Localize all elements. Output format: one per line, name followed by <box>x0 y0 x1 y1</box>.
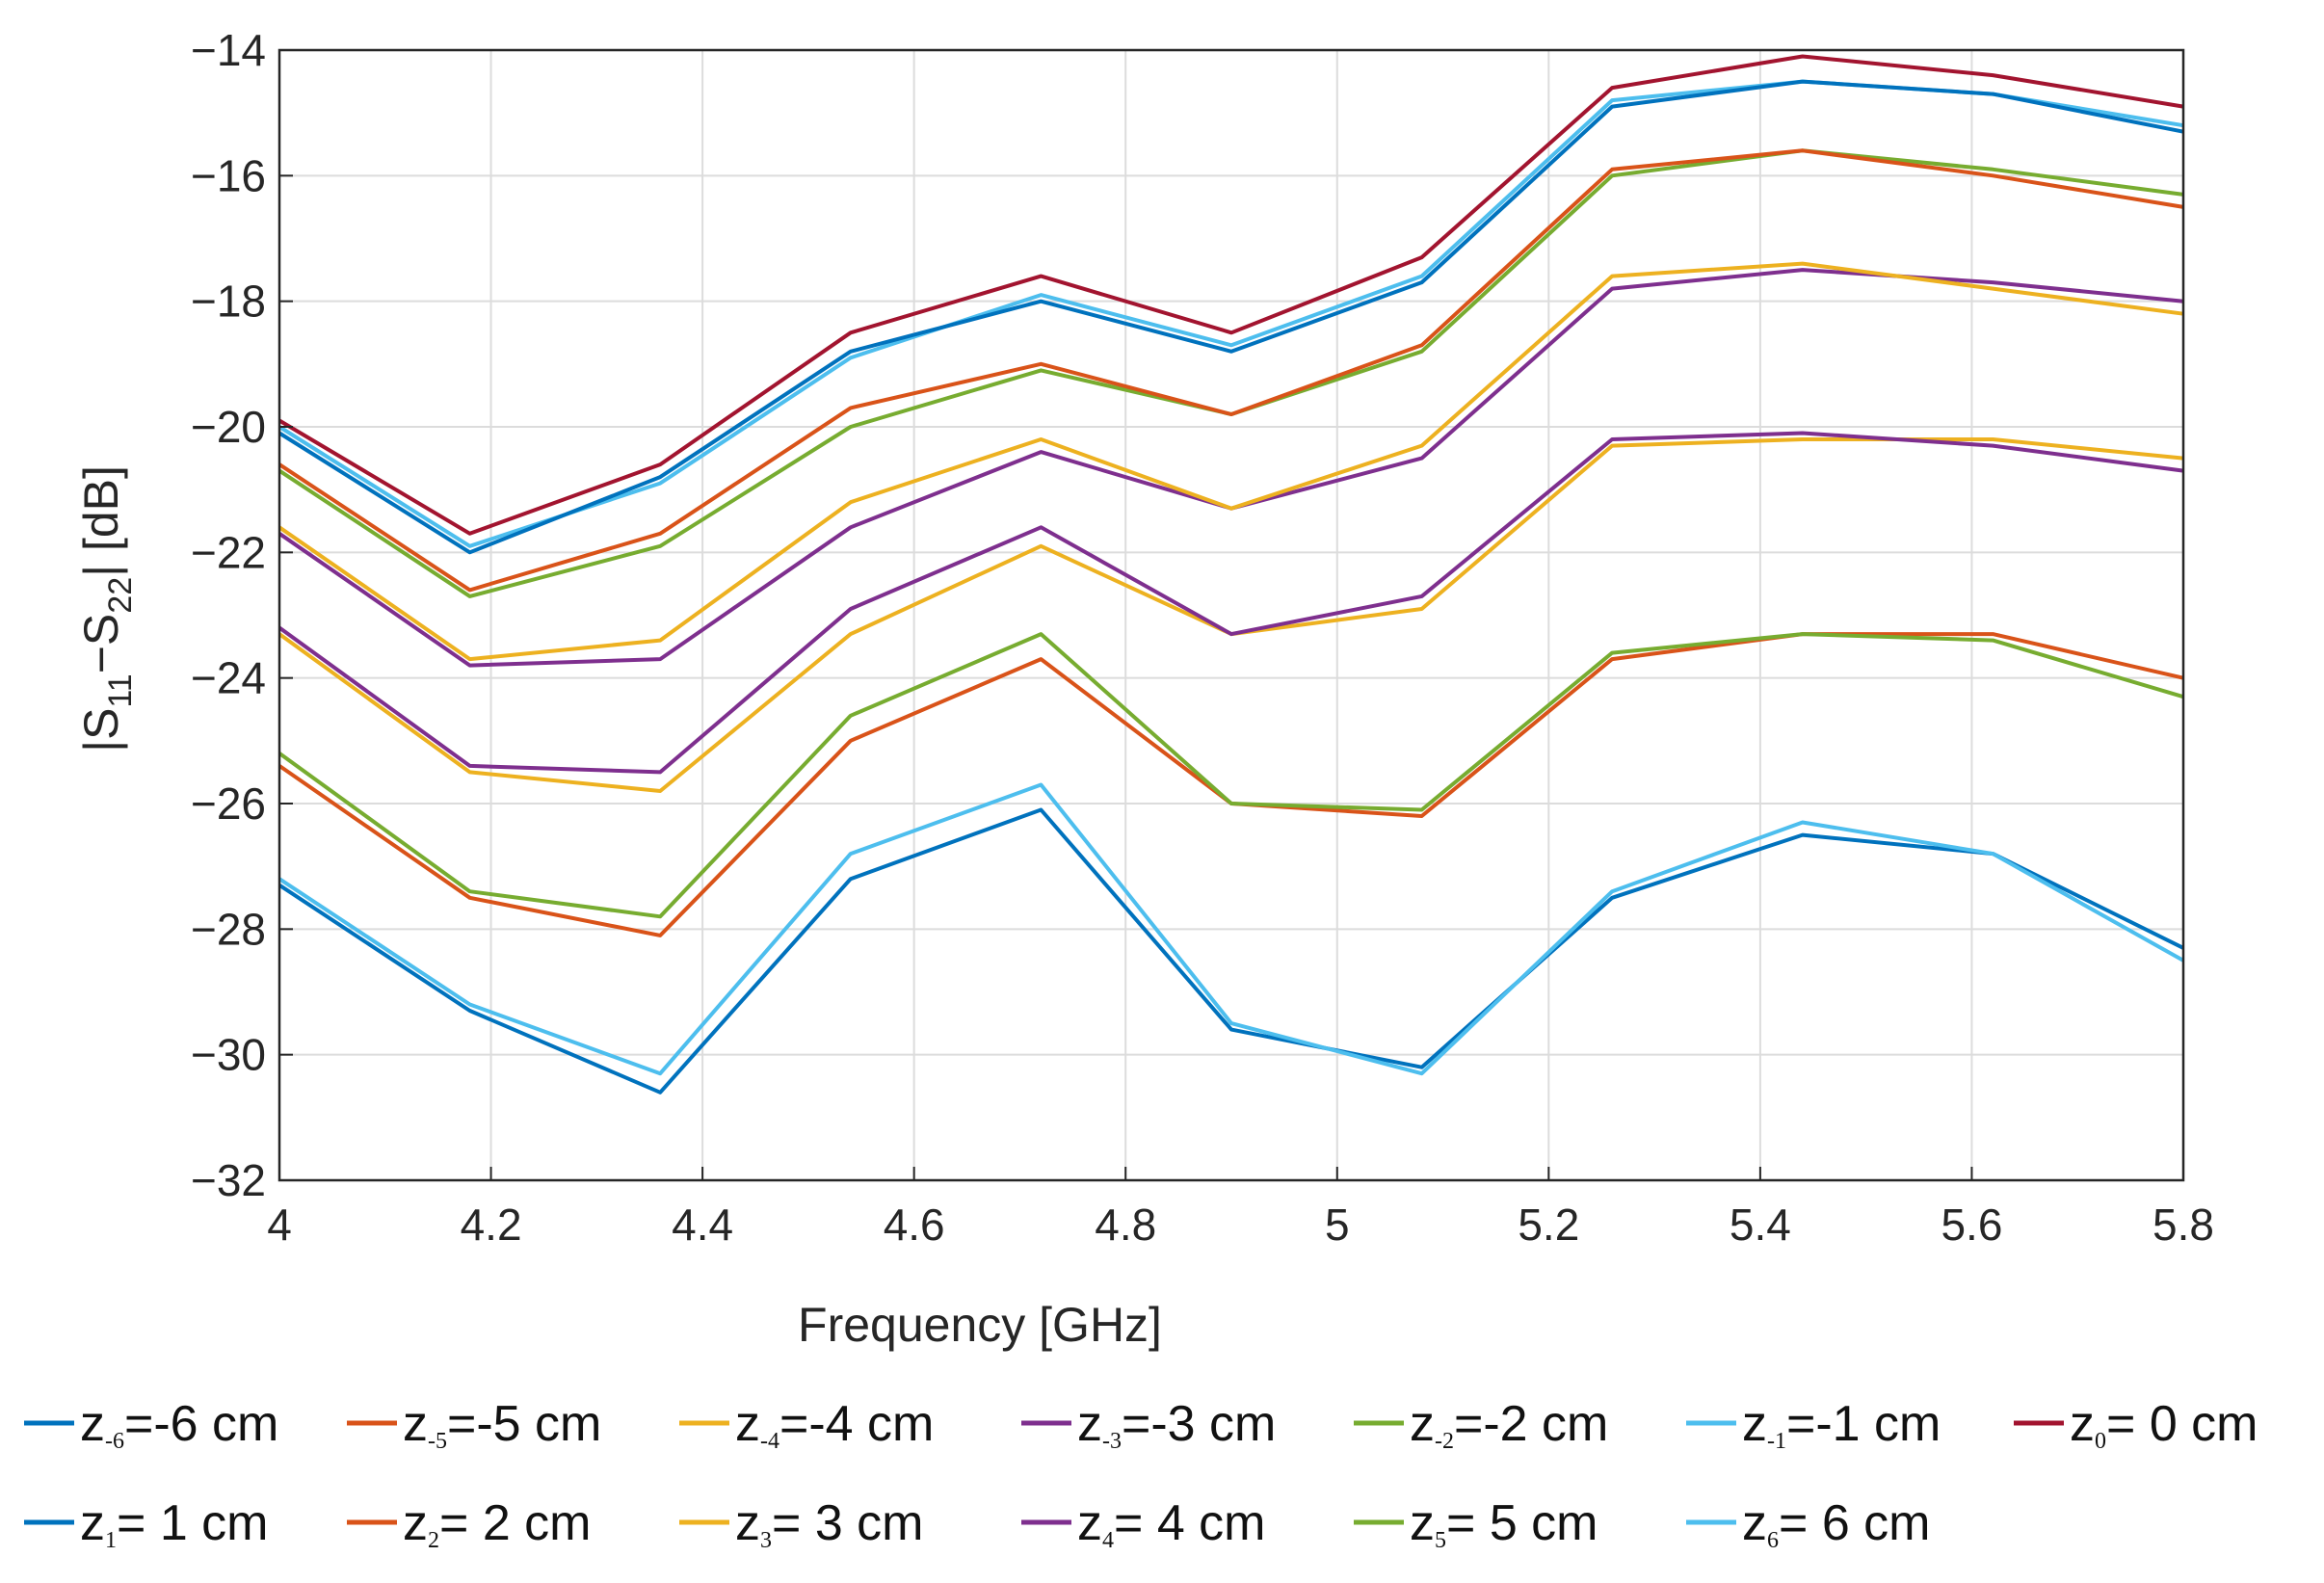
legend-item: z-4=-4 cm <box>679 1396 934 1454</box>
legend-item: z1= 1 cm <box>24 1495 269 1553</box>
legend: z-6=-6 cm z-5=-5 cm z-4=-4 cm z-3=-3 cm z-2=… <box>24 1396 2258 1553</box>
legend-label: z6= 6 cm <box>1742 1495 1931 1553</box>
y-label-post: | [dB] <box>74 465 128 577</box>
y-tick-label: −28 <box>191 904 266 954</box>
legend-label: z1= 1 cm <box>80 1495 269 1553</box>
legend-item: z-2=-2 cm <box>1354 1396 1608 1454</box>
series-line-4 <box>277 431 2184 775</box>
y-tick-label: −32 <box>191 1155 266 1205</box>
legend-label: z3= 3 cm <box>735 1495 924 1553</box>
y-label-sub1: 11 <box>102 673 139 707</box>
legend-item: z0= 0 cm <box>2014 1396 2258 1454</box>
y-tick-label: −16 <box>191 150 266 200</box>
x-tick-label: 4.6 <box>884 1200 945 1250</box>
series-line--5 <box>277 632 2184 937</box>
y-axis-label: |S11−S22| [dB] <box>74 465 139 752</box>
plot-frame <box>277 48 2185 1182</box>
legend-item: z5= 5 cm <box>1354 1495 1598 1553</box>
y-tick-label: −26 <box>191 778 266 829</box>
legend-label: z0= 0 cm <box>2070 1396 2258 1454</box>
legend-label: z2= 2 cm <box>403 1495 592 1553</box>
legend-item: z3= 3 cm <box>679 1495 924 1553</box>
y-tick-label: −20 <box>191 402 266 452</box>
x-tick-label: 5.2 <box>1518 1200 1579 1250</box>
y-label-mid: −S <box>74 614 128 674</box>
plot-lines <box>277 54 2184 1095</box>
x-tick-label: 4.8 <box>1095 1200 1156 1250</box>
y-label-pre: |S <box>74 708 128 752</box>
series-line--6 <box>277 807 2184 1095</box>
x-tick-label: 5.4 <box>1730 1200 1791 1250</box>
legend-label: z-4=-4 cm <box>735 1396 934 1454</box>
legend-item: z-5=-5 cm <box>347 1396 601 1454</box>
series-line-6 <box>277 782 2184 1076</box>
legend-label: z5= 5 cm <box>1410 1495 1598 1553</box>
series-line--2 <box>277 148 2184 598</box>
series-line-1 <box>277 79 2184 555</box>
series-line--3 <box>277 268 2184 668</box>
y-tick-label: −18 <box>191 277 266 327</box>
legend-item: z4= 4 cm <box>1021 1495 1266 1553</box>
y-axis-ticks: −14 −16 −18 −20 −22 −24 −26 −28 −30 −32 <box>191 25 293 1205</box>
x-axis-label: Frequency [GHz] <box>798 1298 1162 1352</box>
legend-item: z-6=-6 cm <box>24 1396 278 1454</box>
legend-item: z-3=-3 cm <box>1021 1396 1276 1454</box>
y-tick-label: −24 <box>191 653 266 703</box>
x-tick-label: 5 <box>1325 1200 1350 1250</box>
y-label-sub2: 22 <box>102 577 139 614</box>
legend-label: z-3=-3 cm <box>1077 1396 1276 1454</box>
legend-label: z-2=-2 cm <box>1410 1396 1608 1454</box>
grid <box>278 49 2184 1181</box>
x-axis-ticks: 4 4.2 4.4 4.6 4.8 5 5.2 5.4 5.6 5.8 <box>267 1167 2214 1250</box>
y-tick-label: −22 <box>191 527 266 577</box>
series-line-2 <box>277 148 2184 593</box>
series-line-3 <box>277 261 2184 662</box>
series-line--4 <box>277 437 2184 793</box>
x-tick-label: 4 <box>267 1200 292 1250</box>
legend-label: z4= 4 cm <box>1077 1495 1266 1553</box>
legend-item: z2= 2 cm <box>347 1495 592 1553</box>
x-tick-label: 5.6 <box>1941 1200 2002 1250</box>
x-tick-label: 4.4 <box>672 1200 733 1250</box>
y-tick-label: −14 <box>191 25 266 75</box>
x-tick-label: 5.8 <box>2152 1200 2214 1250</box>
series-line--1 <box>277 79 2184 548</box>
x-tick-label: 4.2 <box>461 1200 522 1250</box>
series-line-5 <box>277 632 2184 919</box>
series-line-0 <box>277 54 2184 536</box>
legend-label: z-6=-6 cm <box>80 1396 278 1454</box>
legend-label: z-1=-1 cm <box>1742 1396 1941 1454</box>
legend-label: z-5=-5 cm <box>403 1396 601 1454</box>
y-tick-label: −30 <box>191 1030 266 1080</box>
legend-item: z-1=-1 cm <box>1686 1396 1941 1454</box>
legend-item: z6= 6 cm <box>1686 1495 1931 1553</box>
